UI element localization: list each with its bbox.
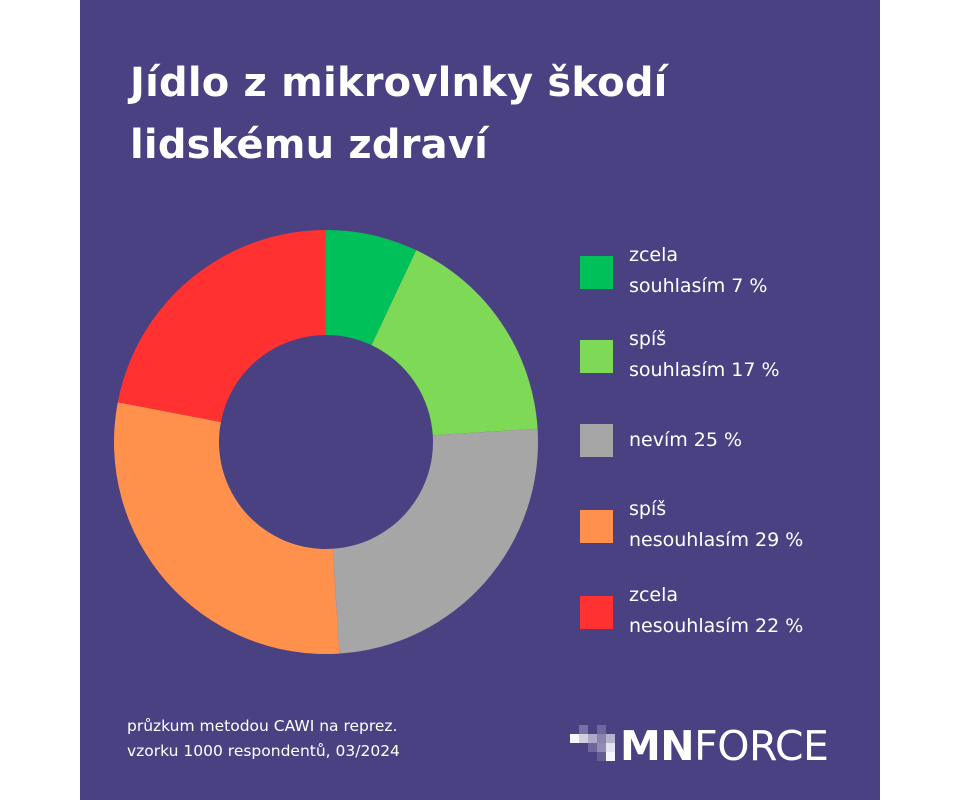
donut-slice-1 <box>326 230 417 346</box>
legend-swatch <box>580 256 613 289</box>
donut-slice-3 <box>332 428 538 654</box>
legend-swatch <box>580 510 613 543</box>
survey-footnote: průzkum metodou CAWI na reprez. vzorku 1… <box>127 717 400 760</box>
logo-bold-text: MN <box>620 722 695 770</box>
legend-swatch <box>580 424 613 457</box>
logo-pixel-mark-icon <box>570 725 615 761</box>
donut-chart <box>114 230 538 655</box>
donut-slice-2 <box>371 250 538 436</box>
legend-label: spíš nesouhlasím 29 % <box>629 498 804 551</box>
mnforce-logo: MNFORCE <box>570 722 870 772</box>
donut-slice-4 <box>114 402 340 655</box>
legend-label: nevím 25 % <box>629 429 743 451</box>
donut-slice-5 <box>117 230 327 422</box>
infographic-card: Jídlo z mikrovlnky škodí lidskému zdraví… <box>80 0 880 800</box>
legend-label: zcela souhlasím 7 % <box>629 244 768 297</box>
chart-title: Jídlo z mikrovlnky škodí lidskému zdraví <box>130 60 668 168</box>
legend-label: zcela nesouhlasím 22 % <box>629 584 804 637</box>
legend-swatch <box>580 340 613 373</box>
legend-label: spíš souhlasím 17 % <box>629 328 780 381</box>
logo-wordmark: MNFORCE <box>620 722 829 770</box>
legend-swatch <box>580 596 613 629</box>
logo-light-text: FORCE <box>694 722 829 770</box>
